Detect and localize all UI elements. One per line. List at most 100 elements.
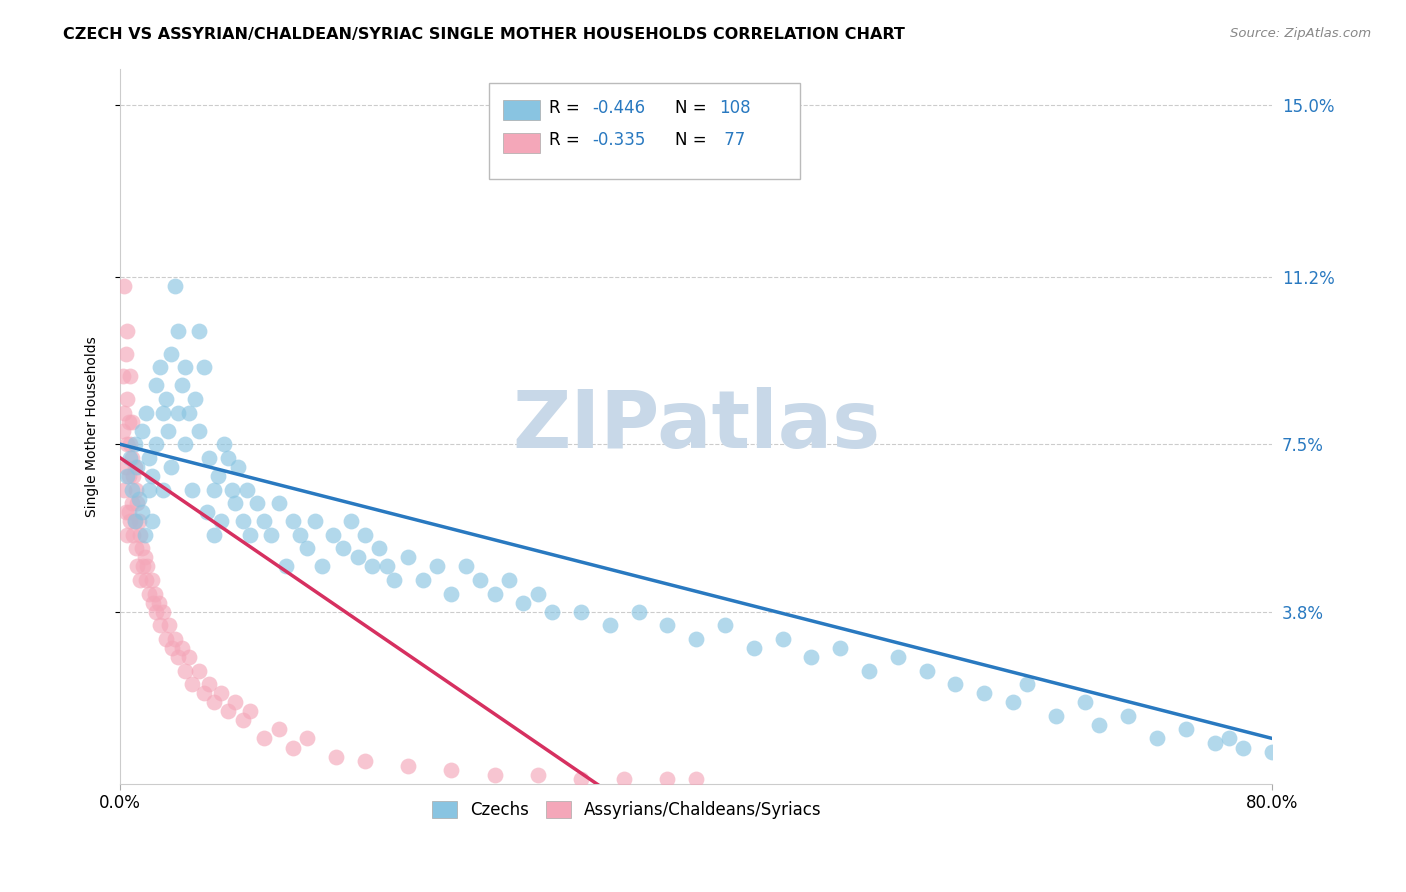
- Point: [163, 278, 186, 293]
- Point: [118, 469, 141, 483]
- Point: [239, 528, 262, 542]
- Point: [111, 369, 134, 384]
- Point: [117, 324, 139, 338]
- Point: [830, 640, 852, 655]
- Point: [221, 483, 243, 497]
- Point: [159, 347, 181, 361]
- Point: [131, 424, 153, 438]
- FancyBboxPatch shape: [489, 83, 800, 179]
- Text: 77: 77: [720, 131, 745, 149]
- Point: [253, 514, 276, 528]
- Point: [134, 550, 156, 565]
- Point: [181, 677, 204, 691]
- Point: [1218, 731, 1240, 746]
- Point: [115, 459, 138, 474]
- Point: [239, 704, 262, 718]
- Point: [152, 405, 174, 419]
- Point: [129, 573, 152, 587]
- Point: [138, 483, 160, 497]
- Point: [179, 650, 201, 665]
- Point: [149, 618, 172, 632]
- Point: [125, 483, 148, 497]
- Point: [141, 514, 163, 528]
- Point: [253, 731, 276, 746]
- Point: [121, 415, 143, 429]
- Point: [274, 559, 297, 574]
- Point: [1174, 723, 1197, 737]
- Point: [155, 392, 177, 406]
- Point: [121, 450, 143, 465]
- Point: [138, 450, 160, 465]
- Point: [569, 772, 592, 787]
- Text: ZIPatlas: ZIPatlas: [512, 387, 880, 465]
- Point: [1074, 695, 1097, 709]
- Point: [135, 405, 157, 419]
- Text: CZECH VS ASSYRIAN/CHALDEAN/SYRIAC SINGLE MOTHER HOUSEHOLDS CORRELATION CHART: CZECH VS ASSYRIAN/CHALDEAN/SYRIAC SINGLE…: [63, 27, 905, 42]
- Point: [166, 405, 188, 419]
- Point: [120, 514, 142, 528]
- Point: [179, 405, 201, 419]
- Point: [484, 586, 506, 600]
- Point: [166, 324, 188, 338]
- Text: R =: R =: [548, 131, 585, 149]
- Point: [202, 483, 225, 497]
- Point: [145, 437, 167, 451]
- Point: [174, 437, 197, 451]
- Point: [124, 514, 146, 528]
- Point: [136, 559, 159, 574]
- Point: [114, 405, 136, 419]
- Point: [117, 392, 139, 406]
- Point: [685, 772, 707, 787]
- Point: [114, 483, 136, 497]
- Point: [163, 632, 186, 646]
- Point: [128, 491, 150, 506]
- Point: [232, 714, 254, 728]
- Point: [440, 763, 463, 777]
- Point: [396, 550, 419, 565]
- Point: [887, 650, 910, 665]
- Point: [202, 695, 225, 709]
- Point: [232, 514, 254, 528]
- Point: [354, 754, 377, 768]
- FancyBboxPatch shape: [503, 100, 540, 120]
- Point: [157, 618, 180, 632]
- Point: [297, 731, 319, 746]
- Point: [181, 483, 204, 497]
- Point: [127, 496, 149, 510]
- Point: [339, 514, 361, 528]
- Point: [1146, 731, 1168, 746]
- Point: [454, 559, 477, 574]
- Point: [118, 505, 141, 519]
- Point: [114, 278, 136, 293]
- Point: [599, 618, 621, 632]
- Point: [209, 686, 232, 700]
- Point: [149, 360, 172, 375]
- Point: [174, 664, 197, 678]
- Point: [198, 677, 221, 691]
- Point: [1275, 740, 1298, 755]
- Point: [772, 632, 794, 646]
- Point: [125, 541, 148, 556]
- Text: N =: N =: [675, 131, 713, 149]
- Point: [346, 550, 368, 565]
- Point: [131, 541, 153, 556]
- Point: [145, 378, 167, 392]
- Point: [152, 483, 174, 497]
- Point: [226, 459, 249, 474]
- Point: [1116, 709, 1139, 723]
- Point: [115, 347, 138, 361]
- Point: [526, 767, 548, 781]
- Point: [1232, 740, 1254, 755]
- Text: -0.446: -0.446: [592, 99, 645, 117]
- Point: [322, 528, 344, 542]
- Point: [714, 618, 737, 632]
- Point: [132, 559, 155, 574]
- Point: [141, 573, 163, 587]
- Point: [127, 559, 149, 574]
- Point: [131, 505, 153, 519]
- Point: [382, 573, 405, 587]
- Text: Source: ZipAtlas.com: Source: ZipAtlas.com: [1230, 27, 1371, 40]
- Point: [122, 469, 145, 483]
- Point: [526, 586, 548, 600]
- Legend: Czechs, Assyrians/Chaldeans/Syriacs: Czechs, Assyrians/Chaldeans/Syriacs: [426, 794, 828, 825]
